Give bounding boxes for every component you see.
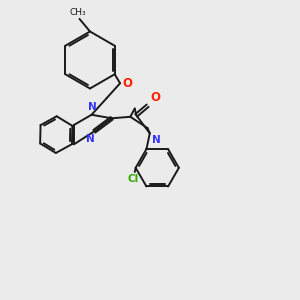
Text: CH₃: CH₃: [70, 8, 86, 17]
Text: N: N: [86, 134, 95, 144]
Text: O: O: [122, 77, 132, 90]
Text: N: N: [88, 102, 97, 112]
Text: O: O: [150, 92, 160, 104]
Text: Cl: Cl: [128, 174, 139, 184]
Text: N: N: [152, 135, 161, 145]
